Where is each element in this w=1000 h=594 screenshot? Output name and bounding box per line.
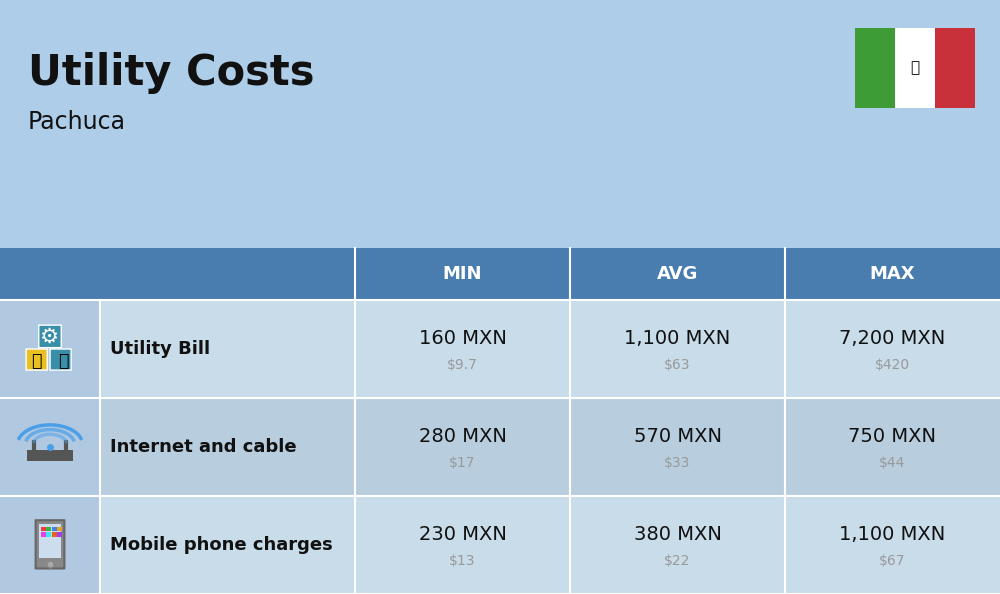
Text: $420: $420 [875,358,910,372]
Bar [0,300,1000,398]
Bar [46,532,51,537]
Bar [46,527,51,532]
Text: Utility Bill: Utility Bill [110,340,210,358]
Text: Internet and cable: Internet and cable [110,438,297,456]
Text: Mobile phone charges: Mobile phone charges [110,536,333,554]
Bar [855,28,895,108]
FancyBboxPatch shape [39,325,61,347]
Text: 750 MXN: 750 MXN [848,428,936,447]
Bar [57,532,62,537]
Text: 🔌: 🔌 [31,352,42,370]
Bar [57,527,62,532]
Text: AVG: AVG [657,265,698,283]
Text: 💧: 💧 [58,352,68,370]
Bar [0,398,1000,496]
Text: MAX: MAX [870,265,915,283]
Bar [0,248,1000,300]
Bar [935,28,975,108]
Bar [39,524,61,558]
Text: $44: $44 [879,456,906,470]
Bar [52,532,56,537]
Text: 7,200 MXN: 7,200 MXN [839,330,946,349]
Bar [0,496,100,594]
Text: ⚙: ⚙ [40,326,60,346]
Text: 230 MXN: 230 MXN [419,526,506,545]
Text: 🦅: 🦅 [910,61,920,75]
Bar [0,496,1000,594]
Text: 1,100 MXN: 1,100 MXN [839,526,946,545]
Text: 1,100 MXN: 1,100 MXN [624,330,731,349]
Text: 570 MXN: 570 MXN [634,428,722,447]
Bar [0,398,100,496]
FancyBboxPatch shape [36,520,64,568]
Text: Utility Costs: Utility Costs [28,52,314,94]
Text: $33: $33 [664,456,691,470]
Text: $22: $22 [664,554,691,568]
Text: $13: $13 [449,554,476,568]
Text: 280 MXN: 280 MXN [419,428,506,447]
Text: $17: $17 [449,456,476,470]
Text: $9.7: $9.7 [447,358,478,372]
Text: $63: $63 [664,358,691,372]
Bar [0,300,100,398]
Bar [52,527,56,532]
Text: MIN: MIN [443,265,482,283]
Text: $67: $67 [879,554,906,568]
Text: 160 MXN: 160 MXN [419,330,506,349]
Bar [895,28,935,108]
Bar [27,450,73,462]
FancyBboxPatch shape [26,349,47,370]
Text: Pachuca: Pachuca [28,110,126,134]
Text: 380 MXN: 380 MXN [634,526,721,545]
FancyBboxPatch shape [50,349,71,370]
Bar [41,527,46,532]
Bar [41,532,46,537]
